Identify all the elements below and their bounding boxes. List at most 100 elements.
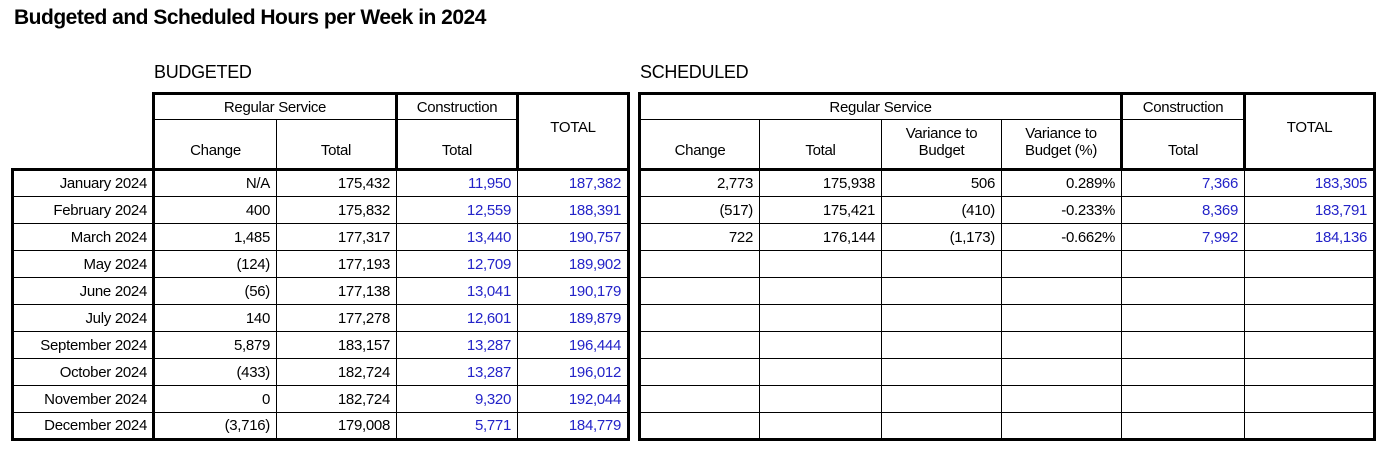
scheduled-variance-to-budget-pct-header: Variance to Budget (%) xyxy=(1000,119,1123,171)
cell-month: January 2024 xyxy=(12,169,154,197)
cell-s-var: (410) xyxy=(881,196,1002,224)
table-row: June 2024 xyxy=(12,277,154,305)
cell-b-total: 175,832 xyxy=(276,196,397,224)
cell-s-grand: 183,791 xyxy=(1244,196,1376,224)
budgeted-header: Regular Service Construction TOTAL Chang… xyxy=(153,93,629,171)
cell-s-grand xyxy=(1244,277,1376,305)
scheduled-section-label: SCHEDULED xyxy=(640,62,749,82)
cell-b-grand: 192,044 xyxy=(517,385,629,413)
table-row: 2,773 175,938 506 0.289% 7,366 183,305 xyxy=(639,169,1376,197)
budgeted-construction-header: Construction xyxy=(395,93,518,120)
cell-b-grand: 187,382 xyxy=(517,169,629,197)
cell-b-total: 183,157 xyxy=(276,331,397,359)
cell-s-var-pct: -0.662% xyxy=(1000,223,1123,251)
cell-s-var xyxy=(881,277,1002,305)
cell-s-var-pct xyxy=(1000,250,1123,278)
cell-s-total xyxy=(759,277,882,305)
cell-b-constr: 13,041 xyxy=(396,277,518,305)
cell-s-var-pct xyxy=(1000,412,1123,440)
cell-s-change xyxy=(639,385,760,413)
cell-month: March 2024 xyxy=(12,223,154,251)
scheduled-construction-header: Construction xyxy=(1120,93,1246,120)
cell-month: June 2024 xyxy=(12,277,154,305)
cell-s-var xyxy=(881,250,1002,278)
table-row: 722 176,144 (1,173) -0.662% 7,992 184,136 xyxy=(639,223,1376,251)
cell-s-change xyxy=(639,412,760,440)
cell-b-total: 182,724 xyxy=(276,358,397,386)
cell-s-grand: 183,305 xyxy=(1244,169,1376,197)
table-row: May 2024 xyxy=(12,250,154,278)
cell-month: May 2024 xyxy=(12,250,154,278)
table-row: March 2024 xyxy=(12,223,154,251)
cell-s-var-pct xyxy=(1000,331,1123,359)
cell-s-constr xyxy=(1121,358,1246,386)
cell-s-var: (1,173) xyxy=(881,223,1002,251)
scheduled-variance-to-budget-header: Variance to Budget xyxy=(881,119,1002,171)
cell-b-total: 177,193 xyxy=(276,250,397,278)
cell-s-grand xyxy=(1244,385,1376,413)
cell-b-grand: 196,444 xyxy=(517,331,629,359)
cell-b-constr: 5,771 xyxy=(396,412,518,440)
table-row xyxy=(639,385,1376,413)
cell-b-total: 177,138 xyxy=(276,277,397,305)
budgeted-grand-total-header: TOTAL xyxy=(516,93,629,171)
cell-s-change: (517) xyxy=(639,196,760,224)
cell-b-grand: 189,879 xyxy=(517,304,629,332)
page-title: Budgeted and Scheduled Hours per Week in… xyxy=(14,6,486,29)
cell-b-change: (3,716) xyxy=(153,412,277,440)
cell-s-change xyxy=(639,358,760,386)
scheduled-table: Regular Service Construction TOTAL Chang… xyxy=(638,92,1376,441)
cell-s-var-pct xyxy=(1000,277,1123,305)
budgeted-construction-total-header: Total xyxy=(395,119,518,171)
table-row xyxy=(639,358,1376,386)
table-row: July 2024 xyxy=(12,304,154,332)
cell-s-change xyxy=(639,277,760,305)
cell-s-total xyxy=(759,385,882,413)
table-row xyxy=(639,304,1376,332)
cell-s-var-pct: -0.233% xyxy=(1000,196,1123,224)
cell-s-var-pct xyxy=(1000,385,1123,413)
cell-month: October 2024 xyxy=(12,358,154,386)
cell-b-constr: 13,440 xyxy=(396,223,518,251)
table-row xyxy=(639,331,1376,359)
month-rows: January 2024 February 2024 March 2024 May 2… xyxy=(12,169,154,440)
cell-b-total: 177,317 xyxy=(276,223,397,251)
cell-s-change: 2,773 xyxy=(639,169,760,197)
scheduled-total-header: Total xyxy=(759,119,882,171)
table-row: N/A 175,432 11,950 187,382 xyxy=(153,169,629,197)
scheduled-regular-service-header: Regular Service xyxy=(638,93,1123,120)
table-row: (124) 177,193 12,709 189,902 xyxy=(153,250,629,278)
table-row: (517) 175,421 (410) -0.233% 8,369 183,791 xyxy=(639,196,1376,224)
cell-s-total xyxy=(759,412,882,440)
scheduled-header: Regular Service Construction TOTAL Chang… xyxy=(638,93,1376,171)
table-row: February 2024 xyxy=(12,196,154,224)
cell-s-change: 722 xyxy=(639,223,760,251)
scheduled-change-header: Change xyxy=(639,119,760,171)
cell-s-total: 175,938 xyxy=(759,169,882,197)
cell-s-constr: 7,366 xyxy=(1121,169,1246,197)
cell-s-var-pct xyxy=(1000,304,1123,332)
cell-b-grand: 190,179 xyxy=(517,277,629,305)
cell-s-var-pct xyxy=(1000,358,1123,386)
table-row: 0 182,724 9,320 192,044 xyxy=(153,385,629,413)
budgeted-rows: N/A 175,432 11,950 187,382 400 175,832 12,559 1… xyxy=(153,169,629,440)
table-row xyxy=(639,250,1376,278)
table-row: (3,716) 179,008 5,771 184,779 xyxy=(153,412,629,440)
cell-b-constr: 12,559 xyxy=(396,196,518,224)
table-row: 140 177,278 12,601 189,879 xyxy=(153,304,629,332)
cell-s-constr xyxy=(1121,277,1246,305)
cell-s-total xyxy=(759,331,882,359)
table-row xyxy=(639,412,1376,440)
cell-s-var xyxy=(881,358,1002,386)
cell-s-change xyxy=(639,304,760,332)
cell-b-constr: 12,601 xyxy=(396,304,518,332)
table-row: 1,485 177,317 13,440 190,757 xyxy=(153,223,629,251)
cell-b-change: 0 xyxy=(153,385,277,413)
table-row: October 2024 xyxy=(12,358,154,386)
scheduled-construction-total-header: Total xyxy=(1120,119,1246,171)
cell-s-var xyxy=(881,331,1002,359)
cell-s-change xyxy=(639,331,760,359)
cell-s-var xyxy=(881,385,1002,413)
cell-s-grand: 184,136 xyxy=(1244,223,1376,251)
cell-b-change: (433) xyxy=(153,358,277,386)
